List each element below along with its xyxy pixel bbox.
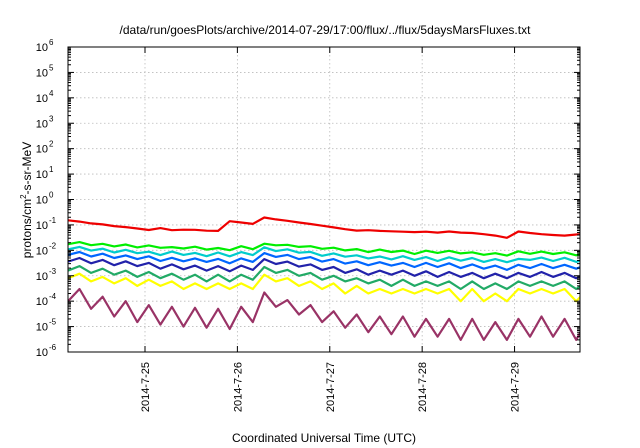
y-axis-label-main: protons/cm [20, 199, 34, 258]
flux-series-8 [68, 287, 580, 341]
y-tick-exponent: 3 [49, 114, 54, 123]
y-axis-label: protons/cm2-s-sr-MeV [19, 142, 34, 258]
y-tick-base: 10 [36, 245, 48, 257]
chart-title: /data/run/goesPlots/archive/2014-07-29/1… [120, 23, 532, 37]
flux-series-6 [68, 265, 580, 291]
y-tick-exponent: 5 [49, 63, 54, 72]
y-tick-exponent: 6 [49, 38, 54, 47]
x-tick-label: 2014-7-25 [140, 362, 152, 412]
y-tick-label: 10 [36, 245, 48, 257]
y-tick-base: 10 [36, 322, 48, 334]
y-tick-label: 10 [36, 144, 48, 156]
y-tick-label: 10 [36, 169, 48, 181]
y-tick-label: 10 [36, 271, 48, 283]
y-tick-base: 10 [36, 67, 48, 79]
axes: 10 -610 -510 -410 -310 -210 -110 010 110 210 310 41… [36, 38, 580, 412]
y-tick-base: 10 [36, 347, 48, 359]
x-axis-label: Coordinated Universal Time (UTC) [232, 431, 416, 445]
y-axis-label-tail: -s-sr-MeV [20, 142, 34, 195]
y-tick-base: 10 [36, 195, 48, 207]
y-tick-exponent: -3 [49, 267, 57, 276]
y-tick-base: 10 [36, 42, 48, 54]
y-tick-label: 10 [36, 220, 48, 232]
y-tick-base: 10 [36, 271, 48, 283]
y-tick-base: 10 [36, 296, 48, 308]
y-tick-label: 10 [36, 322, 48, 334]
y-tick-base: 10 [36, 118, 48, 130]
x-tick-label: 2014-7-28 [417, 362, 429, 412]
y-tick-base: 10 [36, 93, 48, 105]
x-tick-label: 2014-7-29 [510, 362, 522, 412]
y-tick-label: 10 [36, 118, 48, 130]
plot-area [68, 216, 580, 341]
flux-series-7 [68, 272, 580, 303]
y-axis-label-superscript: 2 [19, 194, 28, 199]
y-tick-exponent: 4 [49, 89, 54, 98]
flux-series-2 [68, 241, 580, 257]
y-tick-label: 10 [36, 296, 48, 308]
flux-series-4 [68, 250, 580, 271]
y-tick-label: 10 [36, 67, 48, 79]
y-tick-exponent: -5 [49, 318, 57, 327]
y-tick-exponent: 1 [49, 165, 54, 174]
flux-series-5 [68, 256, 580, 280]
y-tick-exponent: 2 [49, 140, 54, 149]
y-tick-label: 10 [36, 42, 48, 54]
y-tick-exponent: -4 [49, 292, 57, 301]
y-tick-base: 10 [36, 220, 48, 232]
flux-series-1 [68, 216, 580, 239]
x-tick-label: 2014-7-26 [232, 362, 244, 412]
y-tick-base: 10 [36, 144, 48, 156]
x-tick-label: 2014-7-27 [325, 362, 337, 412]
y-tick-exponent: -2 [49, 241, 57, 250]
y-tick-exponent: -6 [49, 343, 57, 352]
y-tick-label: 10 [36, 195, 48, 207]
flux-series-3 [68, 245, 580, 264]
y-tick-label: 10 [36, 93, 48, 105]
y-tick-label: 10 [36, 347, 48, 359]
y-tick-exponent: -1 [49, 216, 57, 225]
y-tick-exponent: 0 [49, 191, 54, 200]
y-tick-base: 10 [36, 169, 48, 181]
